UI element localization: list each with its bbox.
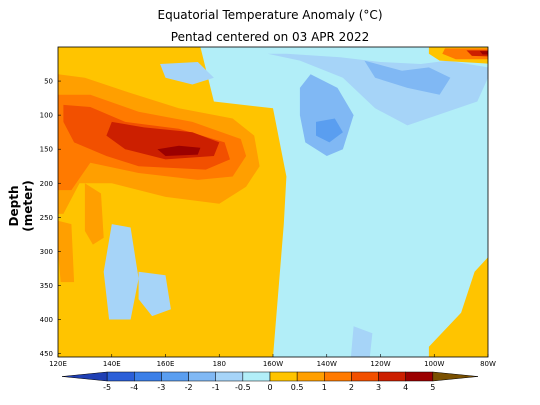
anomaly-region <box>157 145 201 156</box>
y-tick-label: 350 <box>40 282 53 290</box>
y-tick-label: 100 <box>40 112 53 120</box>
colorbar-swatch <box>61 371 108 382</box>
colorbar-label: 0 <box>267 383 272 392</box>
anomaly-region <box>350 326 373 357</box>
colorbar-label: 0.5 <box>291 383 304 392</box>
x-tick-label: 140W <box>317 360 337 368</box>
colorbar-swatch <box>296 371 325 382</box>
y-tick-label: 400 <box>40 316 53 324</box>
colorbar-label: 5 <box>430 383 435 392</box>
anomaly-region <box>364 60 451 95</box>
colorbar-swatch <box>432 371 479 382</box>
colorbar-swatch <box>351 371 379 382</box>
anomaly-region <box>103 224 139 320</box>
anomaly-region <box>58 220 75 283</box>
colorbar-swatch <box>324 371 352 382</box>
colorbar-swatch <box>242 371 271 382</box>
colorbar-swatch <box>106 371 135 382</box>
colorbar-label: -4 <box>130 383 138 392</box>
colorbar-label: 1 <box>322 383 327 392</box>
colorbar-swatch <box>134 371 162 382</box>
anomaly-region <box>479 51 488 55</box>
x-tick-label: 140E <box>103 360 121 368</box>
y-tick-label: 250 <box>40 214 53 222</box>
colorbar-label: -0.5 <box>235 383 251 392</box>
x-tick-label: 160W <box>263 360 283 368</box>
y-tick-label: 200 <box>40 180 53 188</box>
colorbar-swatch <box>405 371 434 382</box>
colorbar-swatch <box>188 371 216 382</box>
y-tick-label: 50 <box>44 78 53 86</box>
y-tick-label: 450 <box>40 350 53 358</box>
anomaly-region <box>160 62 214 85</box>
colorbar-label: -5 <box>103 383 111 392</box>
anomaly-region <box>138 271 171 317</box>
colorbar-label: -2 <box>185 383 193 392</box>
chart-subtitle: Pentad centered on 03 APR 2022 <box>170 30 370 44</box>
x-tick-label: 120E <box>49 360 67 368</box>
x-tick-label: 180 <box>213 360 226 368</box>
y-tick-label: 300 <box>40 248 53 256</box>
plot-area <box>58 47 488 357</box>
x-tick-label: 80W <box>480 360 496 368</box>
colorbar-label: -3 <box>157 383 165 392</box>
x-tick-label: 160E <box>157 360 175 368</box>
colorbar-swatch <box>269 371 298 382</box>
colorbar-label: 4 <box>403 383 408 392</box>
colorbar-label: 3 <box>376 383 381 392</box>
colorbar-label: -1 <box>212 383 220 392</box>
x-tick-label: 100W <box>424 360 444 368</box>
anomaly-region <box>84 183 104 245</box>
x-tick-label: 120W <box>370 360 390 368</box>
colorbar-swatch <box>215 371 244 382</box>
colorbar-swatch <box>378 371 406 382</box>
y-tick-label: 150 <box>40 146 53 154</box>
anomaly-region <box>299 74 354 156</box>
anomaly-region <box>428 257 488 357</box>
colorbar-swatch <box>161 371 189 382</box>
chart-title: Equatorial Temperature Anomaly (°C) <box>157 8 383 22</box>
colorbar: -5 -4 -3 -2 -1 -0.5 0 0.5 1 2 3 4 5 <box>61 371 479 392</box>
axes: 120E 140E 160E 180 160W 140W 120W 100W 80W 50 100 1… <box>40 46 496 368</box>
anomaly-region <box>316 118 343 143</box>
colorbar-label: 2 <box>349 383 354 392</box>
